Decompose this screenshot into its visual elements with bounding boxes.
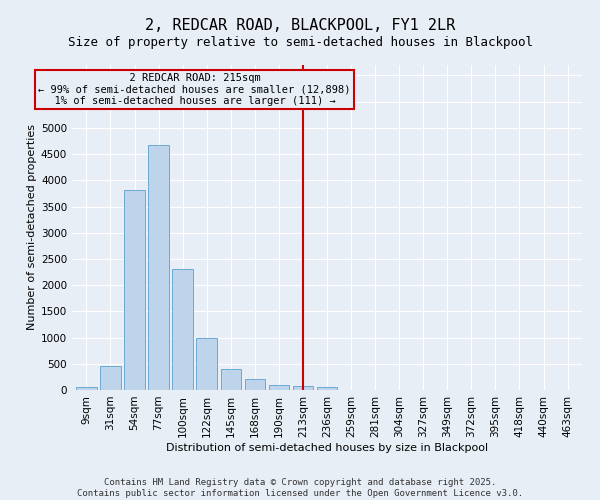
Text: Contains HM Land Registry data © Crown copyright and database right 2025.
Contai: Contains HM Land Registry data © Crown c… [77,478,523,498]
Bar [100,366,121,390]
Y-axis label: Number of semi-detached properties: Number of semi-detached properties [27,124,37,330]
Bar [221,368,241,390]
Bar [317,387,337,390]
Bar [124,190,145,390]
Bar [196,338,217,390]
Bar [172,270,193,390]
Bar [245,378,265,390]
Bar [269,385,289,390]
Text: 2, REDCAR ROAD, BLACKPOOL, FY1 2LR: 2, REDCAR ROAD, BLACKPOOL, FY1 2LR [145,18,455,32]
Text: Size of property relative to semi-detached houses in Blackpool: Size of property relative to semi-detach… [67,36,533,49]
Bar [293,386,313,390]
Bar [148,145,169,390]
X-axis label: Distribution of semi-detached houses by size in Blackpool: Distribution of semi-detached houses by … [166,442,488,452]
Text: 2 REDCAR ROAD: 215sqm  
← 99% of semi-detached houses are smaller (12,898)
  1% : 2 REDCAR ROAD: 215sqm ← 99% of semi-deta… [38,73,351,106]
Bar [76,388,97,390]
